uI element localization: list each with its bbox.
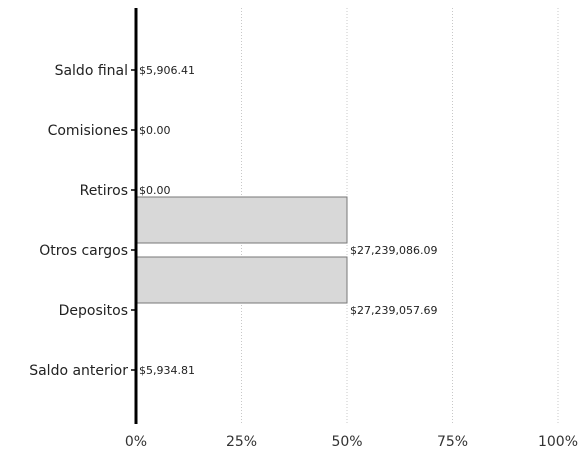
x-tick-label: 100% [538,434,578,450]
bar [135,256,348,304]
bar [135,196,348,244]
value-label: $5,906.41 [139,64,195,77]
category-label: Saldo anterior [29,363,128,379]
value-labels: $5,906.41 $0.00 $0.00 $27,239,086.09 $27,239… [139,64,437,377]
x-tick-label: 50% [331,434,362,450]
category-labels: Saldo final Comisiones Retiros Otros cargos… [29,63,128,379]
value-label: $0.00 [139,184,171,197]
x-tick-label: 75% [437,434,468,450]
value-label: $27,239,086.09 [350,244,437,257]
y-axis [131,8,138,424]
x-tick-label: 25% [226,434,257,450]
category-label: Depositos [59,303,128,319]
value-label: $27,239,057.69 [350,304,437,317]
value-label: $5,934.81 [139,364,195,377]
x-tick-label: 0% [125,434,147,450]
category-label: Otros cargos [39,243,128,259]
category-label: Retiros [80,183,128,199]
category-label: Comisiones [48,123,128,139]
x-tick-labels: 0% 25% 50% 75% 100% [125,434,578,450]
bars [135,196,348,304]
value-label: $0.00 [139,124,171,137]
category-label: Saldo final [55,63,128,79]
